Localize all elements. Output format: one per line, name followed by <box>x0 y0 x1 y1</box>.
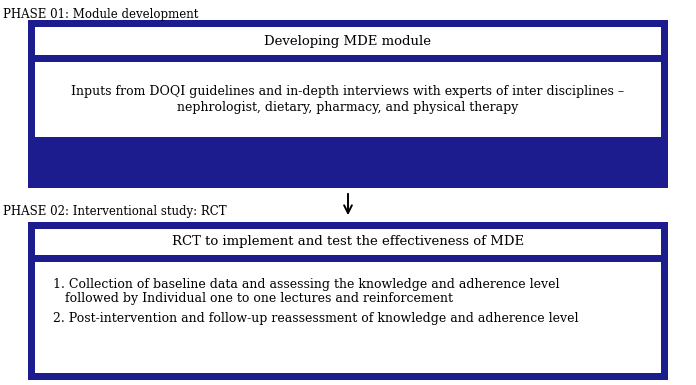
Bar <box>35 62 661 137</box>
Bar <box>35 229 661 255</box>
Bar <box>28 222 668 380</box>
Bar <box>28 20 668 188</box>
Text: 2. Post-intervention and follow-up reassessment of knowledge and adherence level: 2. Post-intervention and follow-up reass… <box>53 312 578 325</box>
Bar <box>35 262 661 373</box>
Text: Inputs from DOQI guidelines and in-depth interviews with experts of inter discip: Inputs from DOQI guidelines and in-depth… <box>72 85 624 114</box>
Text: PHASE 02: Interventional study: RCT: PHASE 02: Interventional study: RCT <box>3 205 227 218</box>
Text: Developing MDE module: Developing MDE module <box>264 35 432 47</box>
Text: RCT to implement and test the effectiveness of MDE: RCT to implement and test the effectiven… <box>172 236 524 248</box>
Text: 1. Collection of baseline data and assessing the knowledge and adherence level: 1. Collection of baseline data and asses… <box>53 278 560 291</box>
Bar <box>35 27 661 55</box>
Text: followed by Individual one to one lectures and reinforcement: followed by Individual one to one lectur… <box>53 292 453 305</box>
Text: PHASE 01: Module development: PHASE 01: Module development <box>3 8 198 21</box>
